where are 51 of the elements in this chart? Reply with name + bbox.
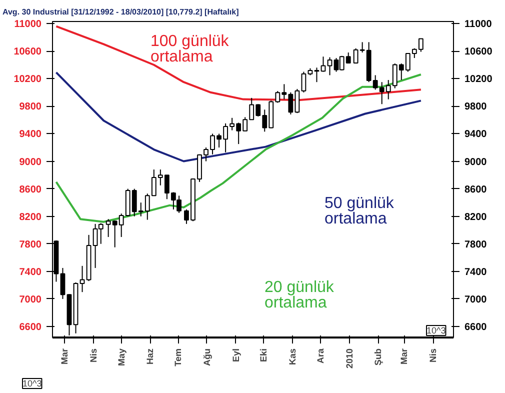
y2-tick-label: 9000 bbox=[464, 156, 488, 168]
candlestick bbox=[60, 267, 66, 300]
y2-tick-label: 9400 bbox=[464, 129, 488, 140]
y-tick-label: 7000 bbox=[19, 294, 42, 306]
candlestick bbox=[301, 71, 306, 93]
x-tick-label: Mar bbox=[399, 348, 410, 365]
candlestick bbox=[80, 265, 85, 293]
y2-tick-label: 9800 bbox=[464, 102, 488, 113]
x-tick-label: Kas bbox=[288, 348, 298, 366]
y-tick-label: 6600 bbox=[19, 322, 42, 333]
x-tick-label: Tem bbox=[173, 348, 184, 366]
y2-tick-label: 6600 bbox=[464, 322, 488, 333]
y2-tick-label: 8600 bbox=[464, 184, 488, 196]
y-tick-label: 11000 bbox=[14, 19, 42, 30]
y2-tick-label: 7000 bbox=[464, 294, 488, 306]
candlestick bbox=[320, 56, 326, 72]
y-tick-label: 9400 bbox=[19, 129, 42, 140]
y2-tick-label: 8200 bbox=[464, 212, 488, 223]
y-tick-label: 10600 bbox=[14, 46, 42, 58]
y-tick-label: 9800 bbox=[19, 102, 42, 113]
x-tick-label: May bbox=[116, 348, 126, 366]
x-tick-label: Eki bbox=[258, 348, 269, 362]
x-tick-label: Nis bbox=[88, 348, 98, 363]
y2-tick-label: 7400 bbox=[464, 266, 488, 278]
x-tick-label: Haz bbox=[145, 348, 156, 365]
candlestick bbox=[327, 56, 332, 76]
x-tick-label: Ara bbox=[315, 348, 326, 364]
chart-title: Avg. 30 Industrial [31/12/1992 - 18/03/2010] [10,779.2] [Haftalık] bbox=[2, 8, 240, 16]
y2-tick-label: 11000 bbox=[464, 19, 492, 30]
line-series bbox=[55, 25, 422, 101]
series-label: 100 günlük ortalama bbox=[150, 33, 230, 66]
line-series bbox=[55, 71, 422, 162]
y-tick-label: 7400 bbox=[19, 266, 42, 278]
x-tick-label: Eyl bbox=[230, 348, 241, 362]
y2-tick-label: 7800 bbox=[464, 239, 488, 250]
x-tick-label: Şub bbox=[373, 348, 384, 366]
candlestick bbox=[314, 67, 320, 83]
x-tick-label: Ağu bbox=[202, 348, 212, 366]
y-tick-label: 7800 bbox=[19, 239, 42, 250]
y-tick-label: 9000 bbox=[19, 156, 42, 168]
y2-tick-label: 10600 bbox=[464, 46, 493, 58]
text: 50 günlük ortalama bbox=[324, 195, 395, 228]
line-series bbox=[55, 74, 422, 223]
y-tick-label: 10200 bbox=[14, 74, 42, 86]
x-tick-label: Mar bbox=[60, 348, 70, 365]
y2-tick-label: 10200 bbox=[464, 74, 493, 86]
y-tick-label: 8200 bbox=[19, 212, 42, 223]
text: 20 günlük ortalama bbox=[264, 279, 335, 312]
y-tick-label: 8600 bbox=[19, 184, 42, 196]
x-tick-label: 2010 bbox=[344, 348, 354, 369]
x-tick-label: Nis bbox=[428, 348, 438, 363]
